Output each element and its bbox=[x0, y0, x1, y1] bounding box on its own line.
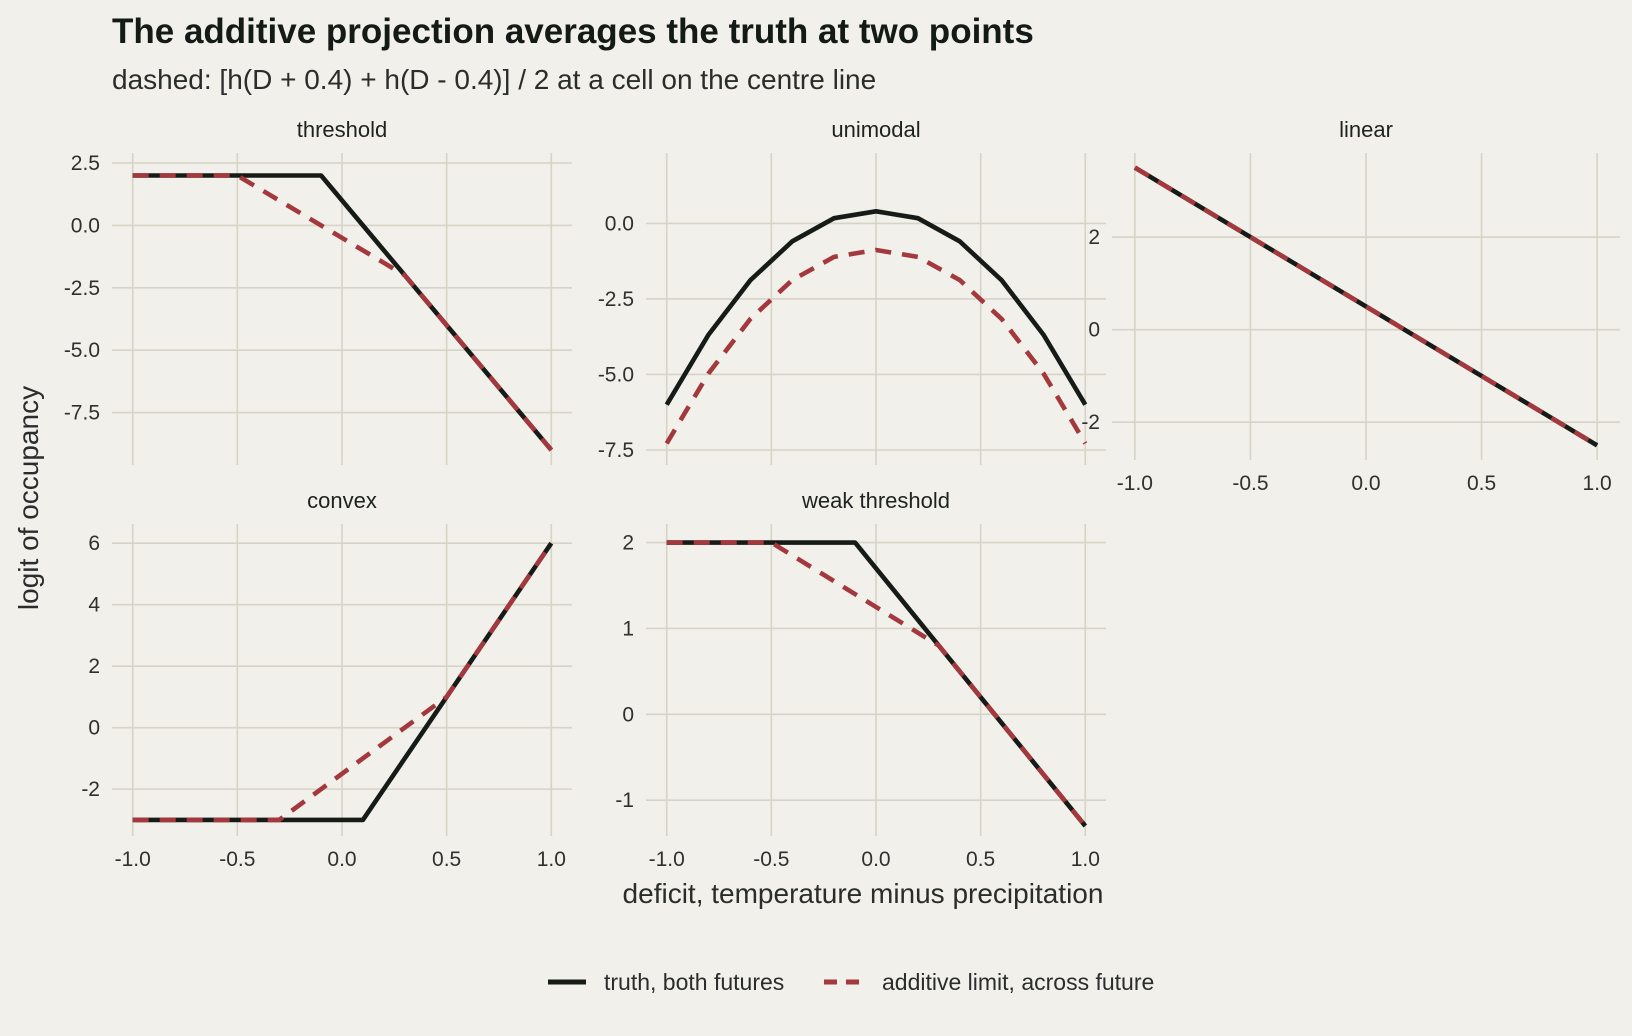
x-tick-label: -1.0 bbox=[1117, 472, 1153, 495]
x-tick-label: 0.5 bbox=[432, 848, 461, 871]
x-tick-label: 1.0 bbox=[1583, 472, 1612, 495]
additive-limit-line bbox=[1133, 165, 1599, 448]
x-tick-label: 0.5 bbox=[966, 848, 995, 871]
legend-truth-label: truth, both futures bbox=[604, 969, 784, 995]
x-tick-label: 1.0 bbox=[537, 848, 566, 871]
x-tick-label: -0.5 bbox=[753, 848, 789, 871]
additive-limit-line bbox=[132, 541, 554, 823]
y-tick-label: -2 bbox=[1081, 411, 1100, 434]
y-tick-label: 6 bbox=[88, 532, 100, 555]
x-axis-title: deficit, temperature minus precipitation bbox=[623, 878, 1104, 909]
y-tick-label: 0 bbox=[88, 717, 100, 740]
legend: truth, both futures additive limit, acro… bbox=[548, 969, 1154, 995]
y-tick-label: 2 bbox=[1088, 226, 1100, 249]
x-tick-label: 0.0 bbox=[861, 848, 890, 871]
additive-limit-line bbox=[132, 173, 554, 452]
panel-strip-label: linear bbox=[1339, 117, 1393, 142]
panel-strip-label: convex bbox=[307, 488, 377, 513]
y-tick-label: -2 bbox=[81, 778, 100, 801]
truth-line bbox=[664, 209, 1088, 406]
y-tick-label: 4 bbox=[88, 594, 100, 617]
y-tick-label: 0 bbox=[1088, 319, 1100, 342]
y-tick-label: -5.0 bbox=[598, 363, 634, 386]
additive-limit-line bbox=[664, 247, 1088, 445]
y-tick-label: 0.0 bbox=[71, 214, 100, 237]
y-tick-label: -2.5 bbox=[598, 288, 634, 311]
x-tick-label: -1.0 bbox=[649, 848, 685, 871]
y-tick-label: -7.5 bbox=[598, 439, 634, 462]
panel-weak-threshold: weak threshold -1.0 -0.5 0.0 0.5 1.0 2 1 0 -1 bbox=[615, 488, 1106, 871]
y-tick-label: 2.5 bbox=[71, 152, 100, 175]
y-tick-label: -7.5 bbox=[64, 402, 100, 425]
chart-title: The additive projection averages the tru… bbox=[112, 12, 1034, 51]
y-tick-label: 2 bbox=[88, 655, 100, 678]
x-tick-label: 1.0 bbox=[1071, 848, 1100, 871]
y-tick-label: -2.5 bbox=[64, 277, 100, 300]
y-tick-label: -1 bbox=[615, 789, 634, 812]
additive-limit-line bbox=[666, 540, 1088, 828]
y-tick-label: 1 bbox=[622, 617, 634, 640]
panel-unimodal: unimodal 0.0 -2.5 -5.0 -7.5 bbox=[598, 117, 1106, 465]
x-tick-label: 0.0 bbox=[327, 848, 356, 871]
truth-line bbox=[132, 541, 554, 823]
x-tick-label: 0.5 bbox=[1467, 472, 1496, 495]
panel-threshold: threshold 2.5 0.0 -2.5 -5.0 -7.5 bbox=[64, 117, 572, 465]
y-tick-label: 0 bbox=[622, 703, 634, 726]
panel-strip-label: unimodal bbox=[831, 117, 920, 142]
chart-subtitle: dashed: [h(D + 0.4) + h(D - 0.4)] / 2 at… bbox=[112, 64, 876, 95]
x-tick-label: -0.5 bbox=[219, 848, 255, 871]
y-tick-label: 2 bbox=[622, 532, 634, 555]
y-tick-label: 0.0 bbox=[605, 212, 634, 235]
x-tick-label: -1.0 bbox=[115, 848, 151, 871]
panel-strip-label: weak threshold bbox=[801, 488, 950, 513]
panel-linear: linear -1.0 -0.5 0.0 0.5 1.0 2 0 -2 bbox=[1081, 117, 1620, 495]
panel-convex: convex -1.0 -0.5 0.0 0.5 1.0 6 4 2 0 -2 bbox=[81, 488, 572, 871]
x-tick-label: -0.5 bbox=[1232, 472, 1268, 495]
facet-panels: threshold 2.5 0.0 -2.5 -5.0 -7.5 unimodal 0.0 -2… bbox=[64, 117, 1620, 871]
y-axis-title: logit of occupancy bbox=[13, 386, 44, 610]
legend-additive-label: additive limit, across future bbox=[882, 969, 1154, 995]
x-tick-label: 0.0 bbox=[1351, 472, 1380, 495]
panel-strip-label: threshold bbox=[297, 117, 388, 142]
y-tick-label: -5.0 bbox=[64, 339, 100, 362]
